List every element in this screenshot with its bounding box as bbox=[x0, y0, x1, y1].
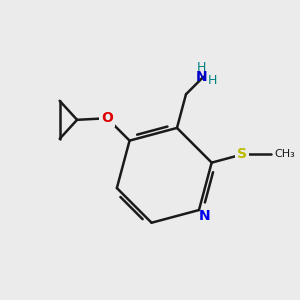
Text: CH₃: CH₃ bbox=[274, 149, 295, 159]
Text: N: N bbox=[199, 209, 211, 223]
Text: N: N bbox=[196, 70, 208, 83]
Text: H: H bbox=[208, 74, 217, 86]
Text: H: H bbox=[197, 61, 206, 74]
Text: S: S bbox=[237, 147, 247, 161]
Text: O: O bbox=[101, 111, 113, 125]
